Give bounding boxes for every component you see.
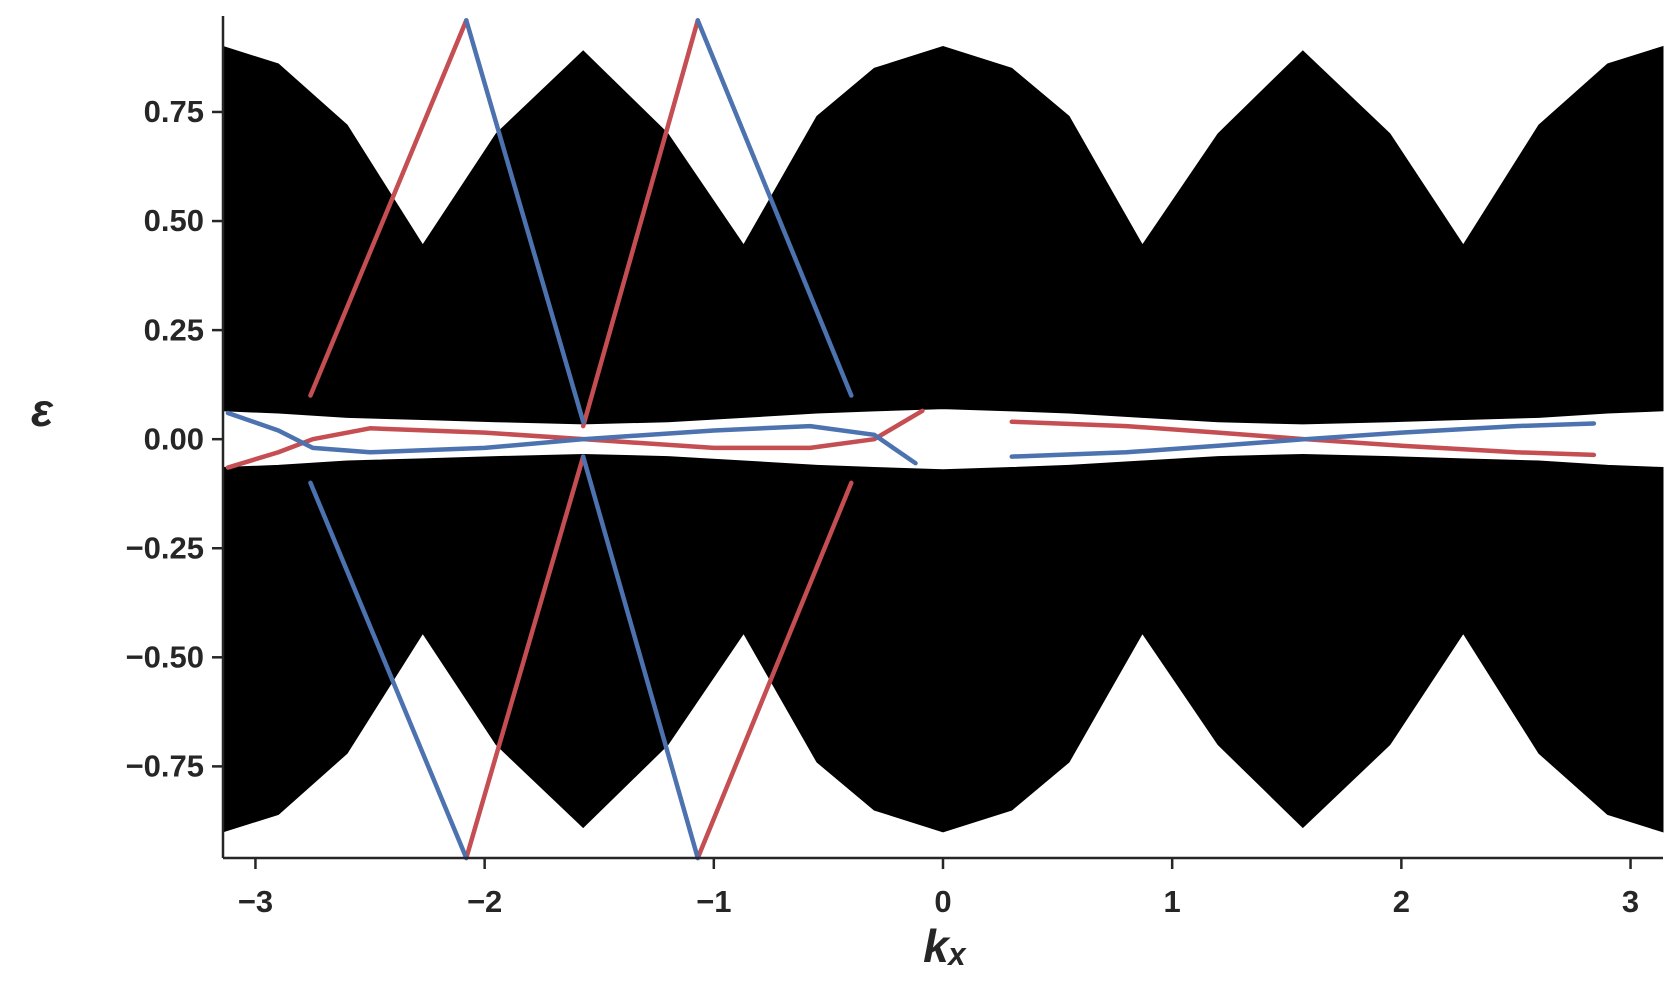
- x-tick-label: −1: [696, 884, 731, 919]
- y-tick-label: 0.50: [144, 203, 204, 238]
- y-tick-label: −0.25: [126, 530, 204, 565]
- plot-area: [222, 18, 1664, 861]
- x-tick-label: −2: [467, 884, 502, 919]
- y-tick-label: −0.50: [126, 640, 204, 675]
- bulk-band: [222, 453, 1664, 833]
- x-tick-label: 1: [1164, 884, 1181, 919]
- y-axis-label: ε: [31, 384, 54, 436]
- y-tick-label: 0.00: [144, 421, 204, 456]
- x-tick-label: −3: [238, 884, 273, 919]
- y-tick-label: 0.25: [144, 312, 204, 347]
- y-tick-label: −0.75: [126, 749, 204, 784]
- x-axis-label: kₓ: [923, 920, 967, 972]
- bulk-band: [222, 45, 1664, 425]
- x-tick-label: 0: [934, 884, 951, 919]
- y-tick-label: 0.75: [144, 94, 204, 129]
- x-tick-label: 2: [1393, 884, 1410, 919]
- x-tick-label: 3: [1622, 884, 1639, 919]
- edge-state-line: [225, 18, 1597, 861]
